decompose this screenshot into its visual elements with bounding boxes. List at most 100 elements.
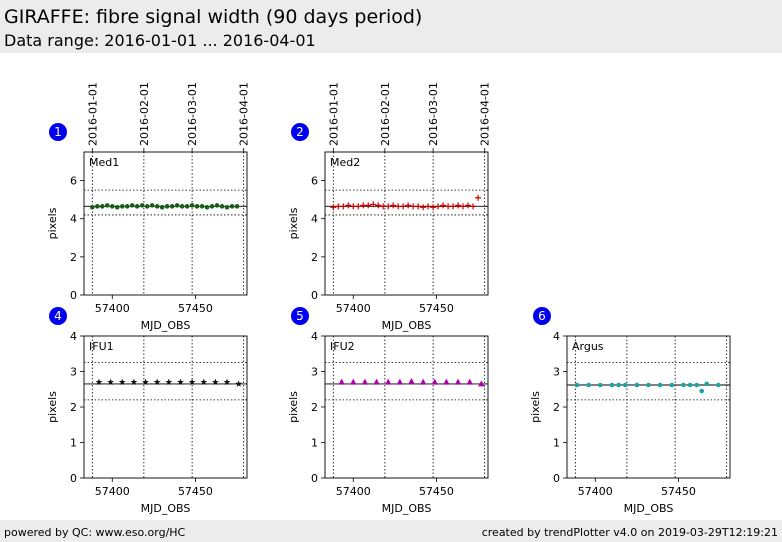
plot-frame	[324, 151, 489, 296]
data-point	[419, 378, 427, 385]
panel-badge-number: 5	[296, 309, 304, 323]
x-tick-label: 57400	[95, 302, 130, 315]
panel-label: Med2	[330, 156, 360, 169]
x-tick-label: 57450	[419, 302, 454, 315]
data-point	[415, 203, 422, 210]
data-point	[204, 204, 210, 210]
y-tick-label: 4	[311, 213, 318, 226]
data-point	[95, 378, 103, 386]
data-point	[164, 204, 170, 209]
data-point	[385, 378, 392, 385]
data-point	[355, 203, 362, 210]
panel-badge-number: 4	[54, 309, 62, 323]
date-tick-label: 2016-03-01	[186, 82, 199, 146]
date-tick-label: 2016-02-01	[379, 82, 392, 146]
data-point	[373, 378, 380, 385]
panel-badge-number: 6	[538, 309, 546, 323]
data-point	[385, 203, 392, 210]
y-tick-label: 4	[553, 330, 560, 343]
header-bar: GIRAFFE: fibre signal width (90 days per…	[0, 0, 782, 53]
data-point	[194, 204, 200, 209]
x-tick-label: 57400	[578, 485, 613, 498]
data-point	[119, 204, 125, 209]
data-point	[330, 204, 337, 211]
data-point	[431, 378, 438, 385]
data-point	[153, 378, 161, 386]
data-point	[188, 378, 196, 386]
panel-label: IFU1	[89, 340, 114, 353]
x-axis-label: MJD_OBS	[382, 319, 432, 332]
y-tick-label: 4	[70, 330, 77, 343]
data-point	[223, 378, 231, 386]
data-point	[430, 204, 437, 211]
data-point	[165, 378, 173, 386]
data-point	[405, 202, 412, 209]
y-axis-label: pixels	[529, 391, 542, 423]
data-point	[475, 194, 482, 201]
data-point	[142, 378, 149, 386]
data-point	[634, 382, 640, 388]
panel-label: Med1	[89, 156, 119, 169]
data-point	[174, 203, 180, 208]
date-tick-label: 2016-01-01	[327, 82, 340, 146]
data-point	[184, 204, 190, 209]
data-point	[234, 204, 240, 209]
data-point	[408, 377, 415, 384]
y-axis-label: pixels	[287, 207, 300, 239]
data-point	[139, 203, 145, 208]
x-axis-label: MJD_OBS	[141, 502, 191, 515]
data-point	[597, 382, 603, 388]
data-point	[209, 204, 215, 209]
panel-badge-number: 1	[54, 125, 62, 139]
data-point	[235, 380, 243, 387]
y-tick-label: 6	[311, 175, 318, 188]
data-point	[109, 204, 115, 209]
y-tick-label: 4	[70, 213, 77, 226]
data-point	[90, 204, 95, 210]
x-tick-label: 57400	[336, 485, 371, 498]
page-title: GIRAFFE: fibre signal width (90 days per…	[4, 6, 423, 28]
x-tick-label: 57400	[95, 485, 130, 498]
data-point	[454, 378, 462, 385]
y-tick-label: 0	[311, 472, 318, 485]
footer-credit: powered by QC: www.eso.org/HC	[4, 526, 186, 539]
data-point	[95, 204, 100, 209]
data-point	[455, 202, 462, 209]
panel-badge	[291, 123, 309, 141]
panel-badge-number: 2	[296, 125, 304, 139]
panel-1: 1 2016-01-01 2016-02-01 2016-03-01 2016-04-0…	[46, 82, 251, 332]
data-point	[144, 204, 150, 209]
data-point	[460, 203, 467, 210]
data-point	[450, 203, 457, 210]
data-point	[229, 204, 235, 209]
y-tick-label: 3	[70, 366, 77, 379]
y-tick-label: 1	[70, 437, 77, 450]
data-point	[134, 204, 140, 209]
data-point	[370, 201, 377, 208]
x-tick-label: 57450	[661, 485, 696, 498]
data-point	[425, 203, 432, 210]
y-tick-label: 0	[311, 289, 318, 302]
data-point	[390, 202, 397, 209]
data-point	[435, 203, 442, 210]
page-subtitle: Data range: 2016-01-01 ... 2016-04-01	[4, 31, 316, 50]
panel-badge	[291, 307, 309, 325]
data-point	[154, 204, 160, 209]
y-tick-label: 2	[311, 401, 318, 414]
data-point	[396, 378, 404, 385]
data-point	[211, 378, 219, 386]
data-point	[716, 382, 721, 388]
panel-label: IFU2	[330, 340, 355, 353]
y-tick-label: 3	[311, 366, 318, 379]
date-tick-label: 2016-04-01	[238, 82, 251, 146]
data-point	[177, 378, 184, 386]
data-point	[345, 202, 352, 209]
data-point	[169, 204, 175, 209]
data-point	[199, 204, 205, 209]
data-point	[470, 203, 477, 210]
panel-badge	[49, 307, 67, 325]
data-point	[99, 204, 105, 209]
data-point	[104, 203, 110, 208]
